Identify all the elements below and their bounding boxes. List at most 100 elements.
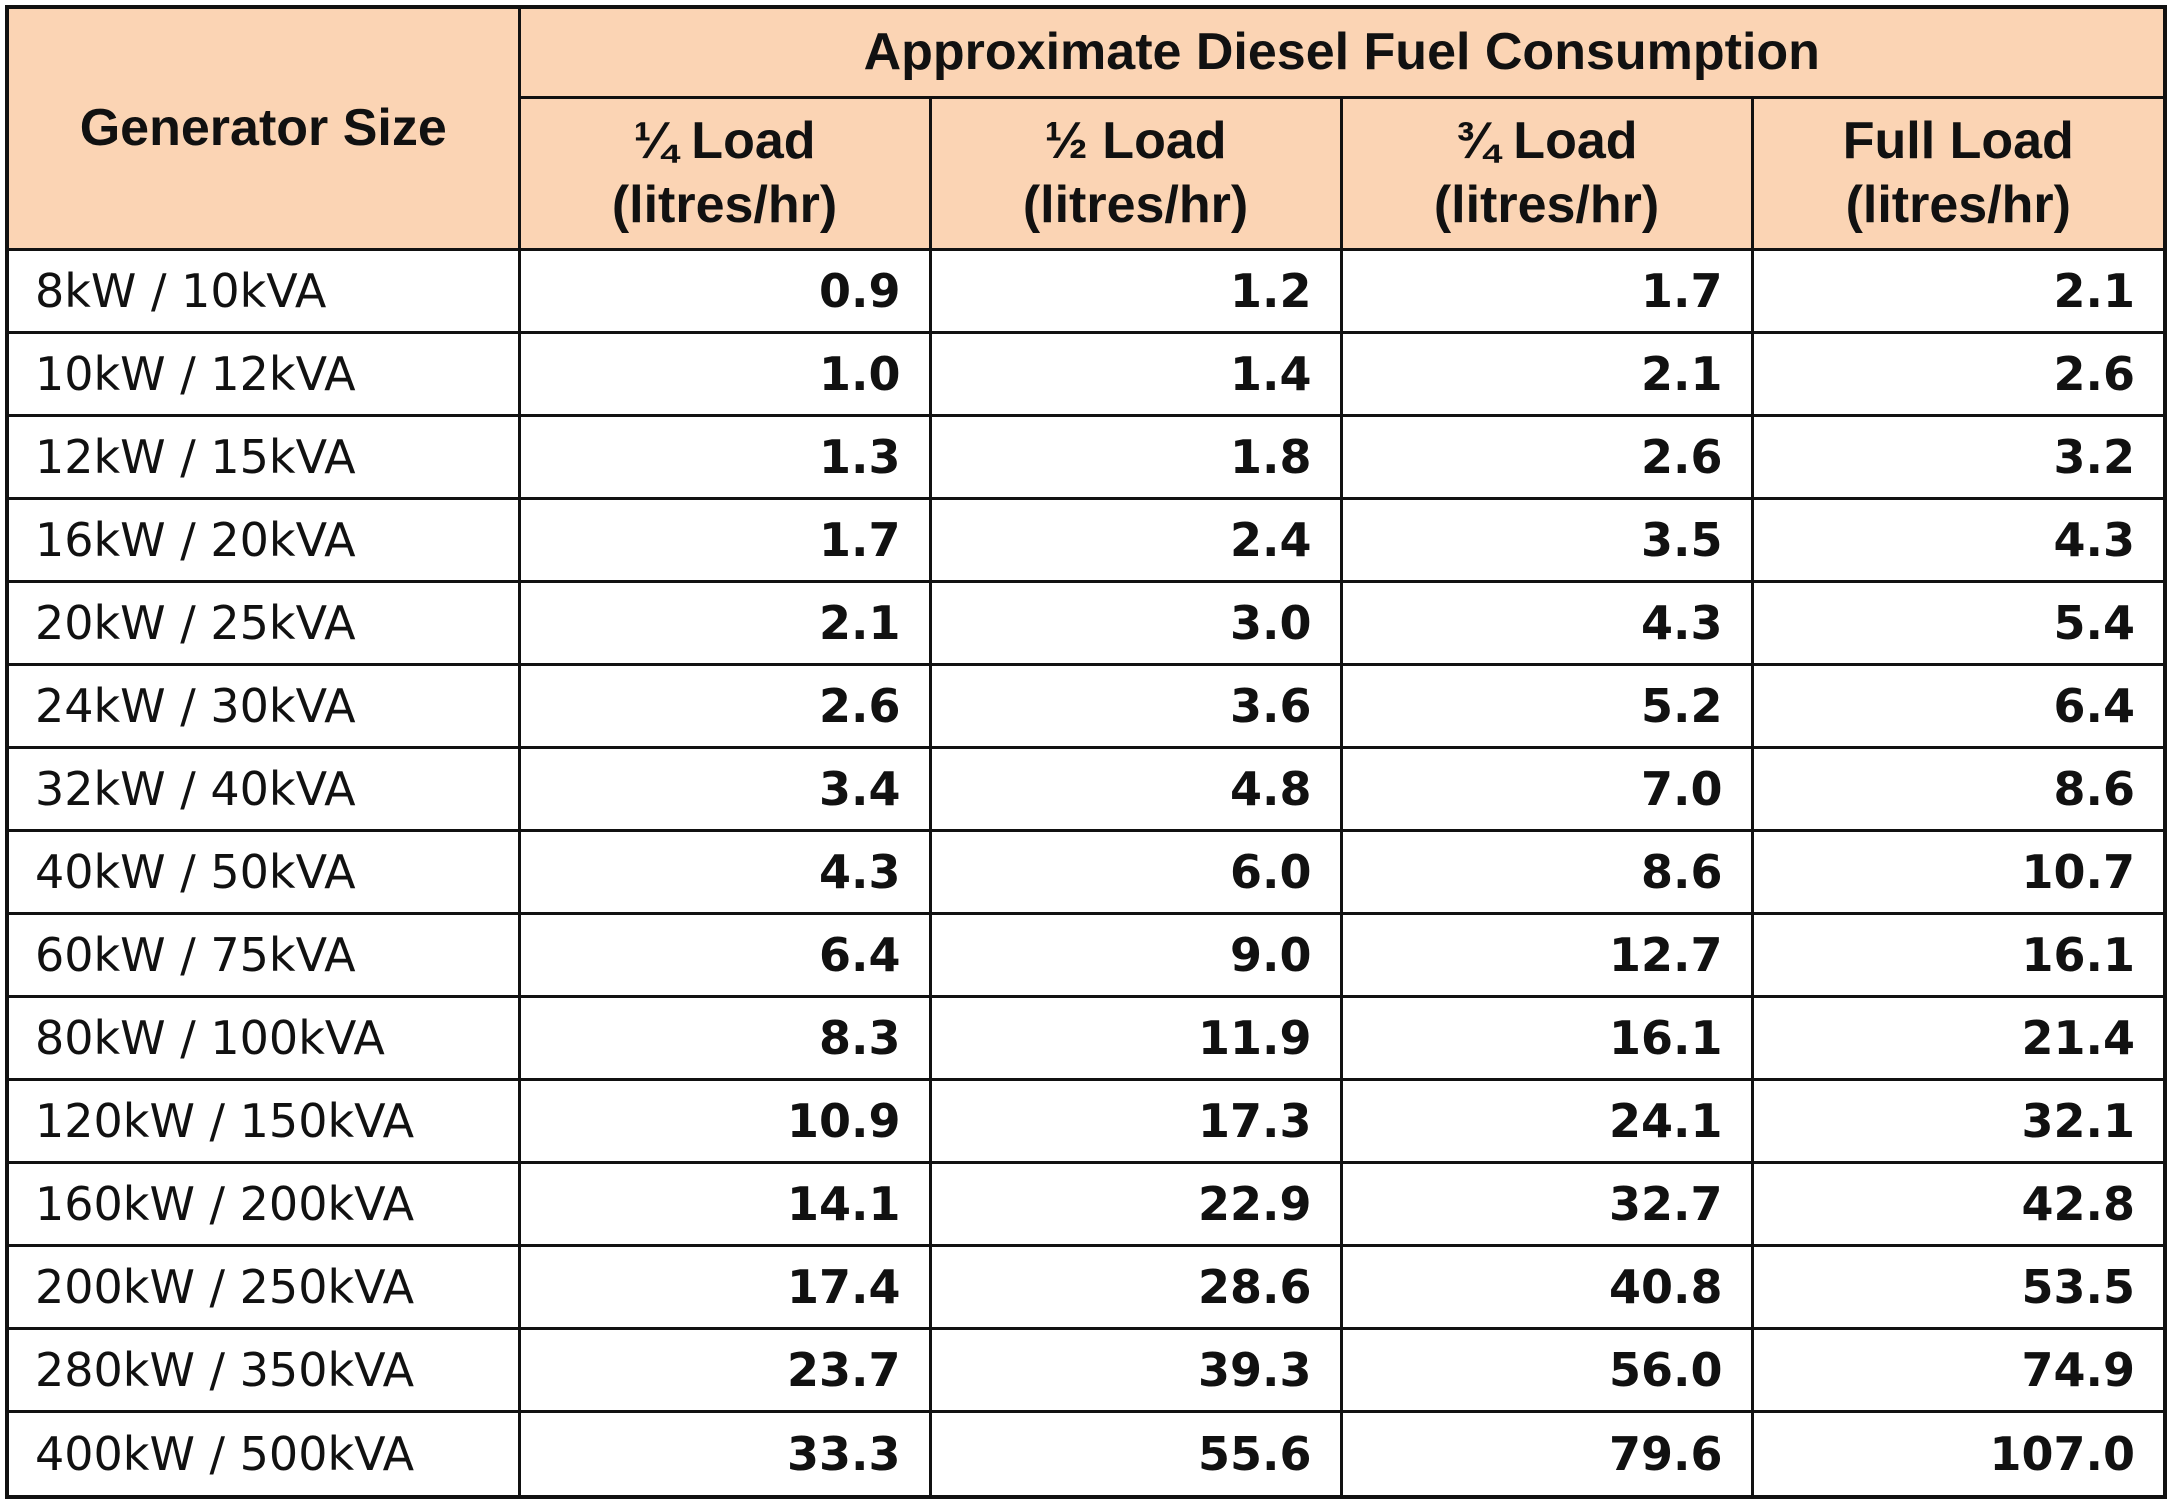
three-quarter-load-value: 4.3 <box>1339 579 1754 666</box>
table-body: 8kW / 10kVA 0.9 1.2 1.7 2.1 10kW / 12kVA… <box>5 247 2167 1499</box>
full-load-label: Full Load <box>1842 112 2074 170</box>
full-load-value: 2.6 <box>1750 330 2167 417</box>
half-load-value: 28.6 <box>928 1243 1343 1330</box>
full-load-value: 21.4 <box>1750 994 2167 1081</box>
half-load-value: 3.6 <box>928 662 1343 749</box>
three-quarter-load-value: 24.1 <box>1339 1077 1754 1164</box>
half-load-value: 3.0 <box>928 579 1343 666</box>
full-load-value: 3.2 <box>1750 413 2167 500</box>
generator-size-cell: 60kW / 75kVA <box>5 911 521 998</box>
three-quarter-load-value: 32.7 <box>1339 1160 1754 1247</box>
quarter-load-value: 4.3 <box>517 828 932 915</box>
three-quarter-load-unit: (litres/hr) <box>1433 176 1660 234</box>
three-quarter-load-value: 12.7 <box>1339 911 1754 998</box>
table-row: 20kW / 25kVA 2.1 3.0 4.3 5.4 <box>5 579 2167 666</box>
three-quarter-load-value: 40.8 <box>1339 1243 1754 1330</box>
full-load-value: 16.1 <box>1750 911 2167 998</box>
full-load-value: 107.0 <box>1750 1409 2167 1499</box>
table-header: Generator Size Approximate Diesel Fuel C… <box>5 5 2167 251</box>
table-row: 80kW / 100kVA 8.3 11.9 16.1 21.4 <box>5 994 2167 1081</box>
quarter-load-value: 1.0 <box>517 330 932 417</box>
half-load-value: 1.8 <box>928 413 1343 500</box>
full-load-header: Full Load (litres/hr) <box>1750 95 2167 251</box>
three-quarter-load-value: 1.7 <box>1339 247 1754 334</box>
three-quarter-load-value: 56.0 <box>1339 1326 1754 1413</box>
half-load-value: 1.2 <box>928 247 1343 334</box>
quarter-load-value: 17.4 <box>517 1243 932 1330</box>
three-quarter-load-value: 7.0 <box>1339 745 1754 832</box>
quarter-load-value: 8.3 <box>517 994 932 1081</box>
full-load-value: 42.8 <box>1750 1160 2167 1247</box>
full-load-value: 2.1 <box>1750 247 2167 334</box>
full-load-value: 53.5 <box>1750 1243 2167 1330</box>
quarter-load-value: 10.9 <box>517 1077 932 1164</box>
table-row: 12kW / 15kVA 1.3 1.8 2.6 3.2 <box>5 413 2167 500</box>
three-quarter-load-value: 2.6 <box>1339 413 1754 500</box>
quarter-load-value: 3.4 <box>517 745 932 832</box>
half-load-value: 39.3 <box>928 1326 1343 1413</box>
generator-size-cell: 24kW / 30kVA <box>5 662 521 749</box>
table-row: 8kW / 10kVA 0.9 1.2 1.7 2.1 <box>5 247 2167 334</box>
half-load-value: 11.9 <box>928 994 1343 1081</box>
three-quarter-load-value: 3.5 <box>1339 496 1754 583</box>
generator-size-cell: 120kW / 150kVA <box>5 1077 521 1164</box>
generator-size-cell: 32kW / 40kVA <box>5 745 521 832</box>
half-load-value: 4.8 <box>928 745 1343 832</box>
half-load-value: 6.0 <box>928 828 1343 915</box>
generator-size-cell: 80kW / 100kVA <box>5 994 521 1081</box>
three-quarter-load-value: 5.2 <box>1339 662 1754 749</box>
full-load-value: 10.7 <box>1750 828 2167 915</box>
quarter-load-value: 14.1 <box>517 1160 932 1247</box>
full-load-value: 32.1 <box>1750 1077 2167 1164</box>
quarter-load-header: ¼ Load (litres/hr) <box>517 95 932 251</box>
full-load-unit: (litres/hr) <box>1845 176 2071 234</box>
header-row-columns: ¼ Load (litres/hr) ½ Load (litres/hr) ¾ … <box>7 95 2167 251</box>
generator-size-cell: 40kW / 50kVA <box>5 828 521 915</box>
generator-size-cell: 16kW / 20kVA <box>5 496 521 583</box>
table-row: 32kW / 40kVA 3.4 4.8 7.0 8.6 <box>5 745 2167 832</box>
half-load-unit: (litres/hr) <box>1022 176 1249 234</box>
half-load-label: ½ Load <box>1044 112 1227 170</box>
half-load-value: 22.9 <box>928 1160 1343 1247</box>
full-load-value: 6.4 <box>1750 662 2167 749</box>
three-quarter-load-value: 2.1 <box>1339 330 1754 417</box>
quarter-load-unit: (litres/hr) <box>611 176 838 234</box>
full-load-value: 8.6 <box>1750 745 2167 832</box>
three-quarter-load-header: ¾ Load (litres/hr) <box>1339 95 1754 251</box>
full-load-value: 74.9 <box>1750 1326 2167 1413</box>
half-load-value: 2.4 <box>928 496 1343 583</box>
generator-size-cell: 10kW / 12kVA <box>5 330 521 417</box>
quarter-load-value: 0.9 <box>517 247 932 334</box>
table-row: 40kW / 50kVA 4.3 6.0 8.6 10.7 <box>5 828 2167 915</box>
quarter-load-value: 1.7 <box>517 496 932 583</box>
table-row: 400kW / 500kVA 33.3 55.6 79.6 107.0 <box>5 1409 2167 1499</box>
full-load-value: 5.4 <box>1750 579 2167 666</box>
quarter-load-value: 2.6 <box>517 662 932 749</box>
quarter-load-value: 6.4 <box>517 911 932 998</box>
header-row-group: Generator Size Approximate Diesel Fuel C… <box>5 5 2167 251</box>
table-row: 160kW / 200kVA 14.1 22.9 32.7 42.8 <box>5 1160 2167 1247</box>
generator-size-cell: 20kW / 25kVA <box>5 579 521 666</box>
half-load-value: 55.6 <box>928 1409 1343 1499</box>
quarter-load-value: 23.7 <box>517 1326 932 1413</box>
table-row: 120kW / 150kVA 10.9 17.3 24.1 32.1 <box>5 1077 2167 1164</box>
quarter-load-label: ¼ Load <box>633 112 816 170</box>
half-load-value: 1.4 <box>928 330 1343 417</box>
generator-size-header: Generator Size <box>5 5 521 251</box>
generator-size-cell: 280kW / 350kVA <box>5 1326 521 1413</box>
three-quarter-load-value: 79.6 <box>1339 1409 1754 1499</box>
generator-size-cell: 12kW / 15kVA <box>5 413 521 500</box>
three-quarter-load-value: 8.6 <box>1339 828 1754 915</box>
quarter-load-value: 33.3 <box>517 1409 932 1499</box>
table-row: 200kW / 250kVA 17.4 28.6 40.8 53.5 <box>5 1243 2167 1330</box>
generator-size-cell: 8kW / 10kVA <box>5 247 521 334</box>
fuel-consumption-table: Generator Size Approximate Diesel Fuel C… <box>5 5 2168 1499</box>
half-load-header: ½ Load (litres/hr) <box>928 95 1343 251</box>
table-row: 24kW / 30kVA 2.6 3.6 5.2 6.4 <box>5 662 2167 749</box>
half-load-value: 9.0 <box>928 911 1343 998</box>
generator-size-cell: 400kW / 500kVA <box>5 1409 521 1499</box>
quarter-load-value: 2.1 <box>517 579 932 666</box>
half-load-value: 17.3 <box>928 1077 1343 1164</box>
table-row: 280kW / 350kVA 23.7 39.3 56.0 74.9 <box>5 1326 2167 1413</box>
full-load-value: 4.3 <box>1750 496 2167 583</box>
